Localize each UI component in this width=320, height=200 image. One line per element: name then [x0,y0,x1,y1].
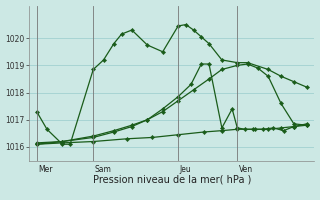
Text: Ven: Ven [239,165,253,174]
Text: Mer: Mer [38,165,52,174]
X-axis label: Pression niveau de la mer( hPa ): Pression niveau de la mer( hPa ) [92,174,251,184]
Text: Jeu: Jeu [180,165,191,174]
Text: Sam: Sam [94,165,111,174]
